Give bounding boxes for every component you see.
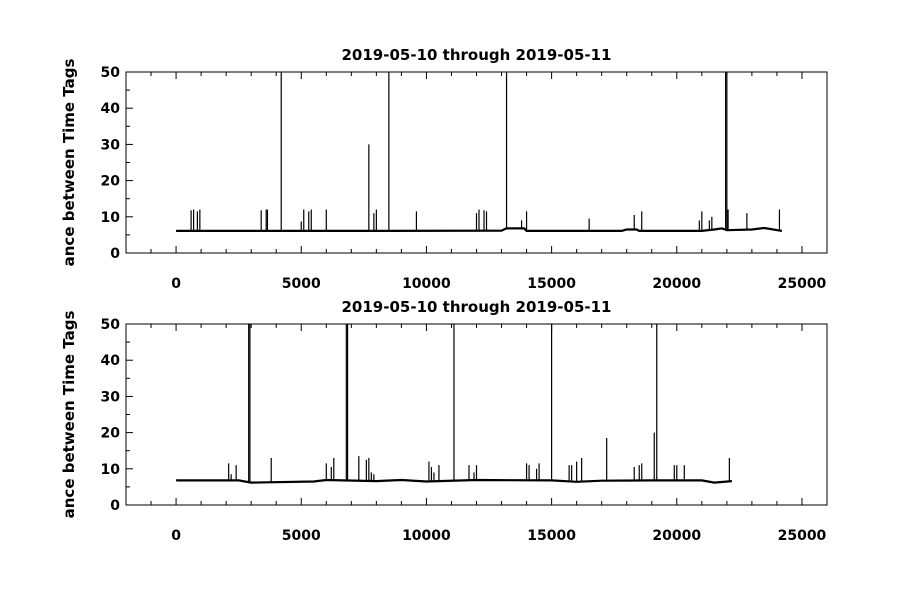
y-tick-label: 10 <box>101 210 121 226</box>
y-tick-label: 20 <box>101 174 121 190</box>
chart-panel-top: 2019-05-10 through 2019-05-11 ance betwee… <box>60 46 828 292</box>
series-baseline-line <box>176 478 732 484</box>
y-tick-label: 50 <box>101 65 121 81</box>
x-tick-label: 0 <box>171 528 181 544</box>
x-tick-label: 20000 <box>652 276 701 292</box>
x-tick-label: 25000 <box>778 528 827 544</box>
y-tick-label: 0 <box>110 498 120 514</box>
x-tick-label: 15000 <box>527 528 576 544</box>
y-axis-label: ance between Time Tags <box>60 311 78 519</box>
series-baseline-line <box>176 226 783 232</box>
y-tick-label: 10 <box>101 462 121 478</box>
y-axis-label: ance between Time Tags <box>60 59 78 267</box>
y-tick-label: 50 <box>101 317 121 333</box>
y-tick-label: 30 <box>101 137 121 153</box>
x-tick-label: 25000 <box>778 276 827 292</box>
x-tick-label: 5000 <box>282 276 321 292</box>
y-tick-label: 40 <box>101 353 121 369</box>
x-tick-label: 10000 <box>402 528 451 544</box>
y-tick-label: 0 <box>110 246 120 262</box>
chart-title: 2019-05-10 through 2019-05-11 <box>342 46 612 64</box>
x-tick-label: 10000 <box>402 276 451 292</box>
y-tick-label: 30 <box>101 389 121 405</box>
chart-title: 2019-05-10 through 2019-05-11 <box>342 298 612 316</box>
x-tick-label: 5000 <box>282 528 321 544</box>
x-tick-label: 20000 <box>652 528 701 544</box>
x-tick-label: 15000 <box>527 276 576 292</box>
chart-panel-bottom: 2019-05-10 through 2019-05-11 ance betwee… <box>60 298 828 544</box>
y-tick-label: 40 <box>101 101 121 117</box>
x-tick-label: 0 <box>171 276 181 292</box>
y-tick-label: 20 <box>101 426 121 442</box>
